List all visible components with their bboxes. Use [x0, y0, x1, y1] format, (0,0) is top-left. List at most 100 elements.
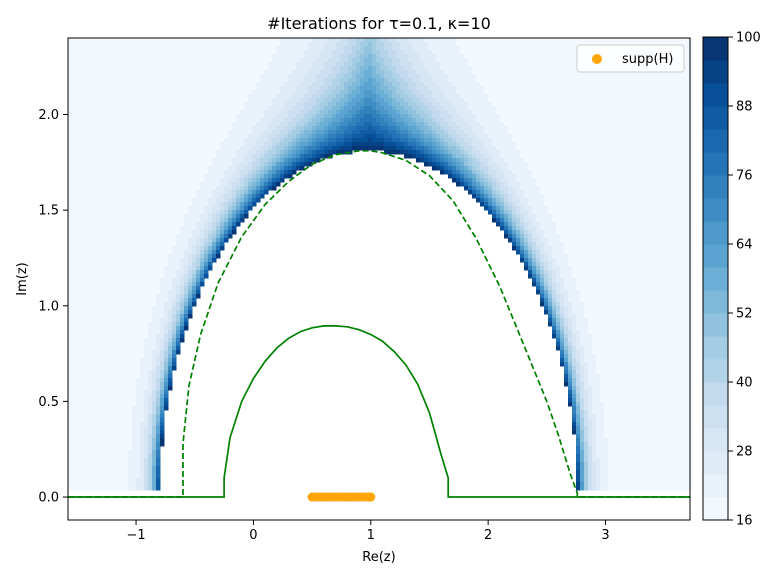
heatmap-cell [168, 86, 173, 91]
heatmap-cell [132, 206, 137, 211]
heatmap-cell [272, 150, 277, 155]
heatmap-cell [104, 342, 109, 347]
heatmap-cell [160, 310, 165, 315]
heatmap-cell [152, 150, 157, 155]
heatmap-cell [92, 74, 97, 79]
heatmap-cell [80, 218, 85, 223]
heatmap-cell [120, 414, 125, 419]
heatmap-cell [348, 86, 353, 91]
heatmap-cell [220, 226, 225, 231]
heatmap-cell [184, 122, 189, 127]
heatmap-cell [108, 274, 113, 279]
heatmap-cell [128, 394, 133, 399]
heatmap-cell [116, 142, 121, 147]
heatmap-cell [316, 62, 321, 67]
heatmap-cell [92, 286, 97, 291]
heatmap-cell [92, 270, 97, 275]
heatmap-cell [96, 338, 101, 343]
heatmap-cell [248, 126, 253, 131]
heatmap-cell [260, 70, 265, 75]
heatmap-cell [80, 466, 85, 471]
heatmap-cell [96, 414, 101, 419]
heatmap-cell [312, 106, 317, 111]
heatmap-cell [180, 234, 185, 239]
heatmap-cell [104, 446, 109, 451]
heatmap-cell [300, 78, 305, 83]
heatmap-cell [204, 114, 209, 119]
heatmap-cell [260, 74, 265, 79]
heatmap-cell [140, 478, 145, 483]
heatmap-cell [248, 158, 253, 163]
heatmap-cell [320, 74, 325, 79]
heatmap-cell [168, 326, 173, 331]
heatmap-cell [192, 294, 197, 299]
heatmap-cell [68, 414, 73, 419]
heatmap-cell [188, 230, 193, 235]
heatmap-cell [120, 230, 125, 235]
heatmap-cell [184, 86, 189, 91]
heatmap-cell [160, 374, 165, 379]
heatmap-cell [68, 418, 73, 423]
heatmap-cell [176, 118, 181, 123]
heatmap-cell [160, 210, 165, 215]
heatmap-cell [220, 174, 225, 179]
heatmap-cell [148, 482, 153, 487]
heatmap-cell [180, 306, 185, 311]
heatmap-cell [164, 254, 169, 259]
heatmap-cell [88, 210, 93, 215]
heatmap-cell [224, 98, 229, 103]
heatmap-cell [140, 190, 145, 195]
heatmap-cell [152, 370, 157, 375]
heatmap-cell [76, 194, 81, 199]
heatmap-cell [88, 178, 93, 183]
heatmap-cell [104, 78, 109, 83]
heatmap-cell [80, 290, 85, 295]
heatmap-cell [184, 50, 189, 55]
heatmap-cell [344, 70, 349, 75]
heatmap-cell [120, 234, 125, 239]
heatmap-cell [208, 66, 213, 71]
heatmap-cell [156, 454, 161, 459]
heatmap-cell [112, 330, 117, 335]
heatmap-cell [352, 74, 357, 79]
heatmap-cell [128, 306, 133, 311]
heatmap-cell [116, 162, 121, 167]
heatmap-cell [248, 38, 253, 43]
heatmap-cell [140, 438, 145, 443]
heatmap-cell [316, 102, 321, 107]
heatmap-cell [148, 406, 153, 411]
heatmap-cell [220, 214, 225, 219]
heatmap-cell [124, 322, 129, 327]
heatmap-cell [308, 138, 313, 143]
heatmap-cell [320, 62, 325, 67]
heatmap-cell [80, 438, 85, 443]
heatmap-cell [184, 118, 189, 123]
heatmap-cell [80, 242, 85, 247]
heatmap-cell [96, 346, 101, 351]
heatmap-cell [144, 250, 149, 255]
heatmap-cell [116, 478, 121, 483]
heatmap-cell [116, 58, 121, 63]
heatmap-cell [136, 290, 141, 295]
heatmap-cell [132, 406, 137, 411]
heatmap-cell [92, 482, 97, 487]
heatmap-cell [308, 162, 313, 167]
heatmap-cell [168, 270, 173, 275]
heatmap-cell [164, 318, 169, 323]
heatmap-cell [84, 250, 89, 255]
heatmap-cell [152, 290, 157, 295]
heatmap-cell [180, 86, 185, 91]
heatmap-cell [104, 458, 109, 463]
heatmap-cell [152, 162, 157, 167]
heatmap-cell [120, 478, 125, 483]
heatmap-cell [152, 374, 157, 379]
heatmap-cell [136, 386, 141, 391]
heatmap-cell [120, 186, 125, 191]
heatmap-cell [108, 450, 113, 455]
heatmap-cell [100, 70, 105, 75]
heatmap-cell [100, 82, 105, 87]
heatmap-cell [176, 178, 181, 183]
heatmap-cell [224, 38, 229, 43]
heatmap-cell [84, 234, 89, 239]
heatmap-cell [180, 314, 185, 319]
